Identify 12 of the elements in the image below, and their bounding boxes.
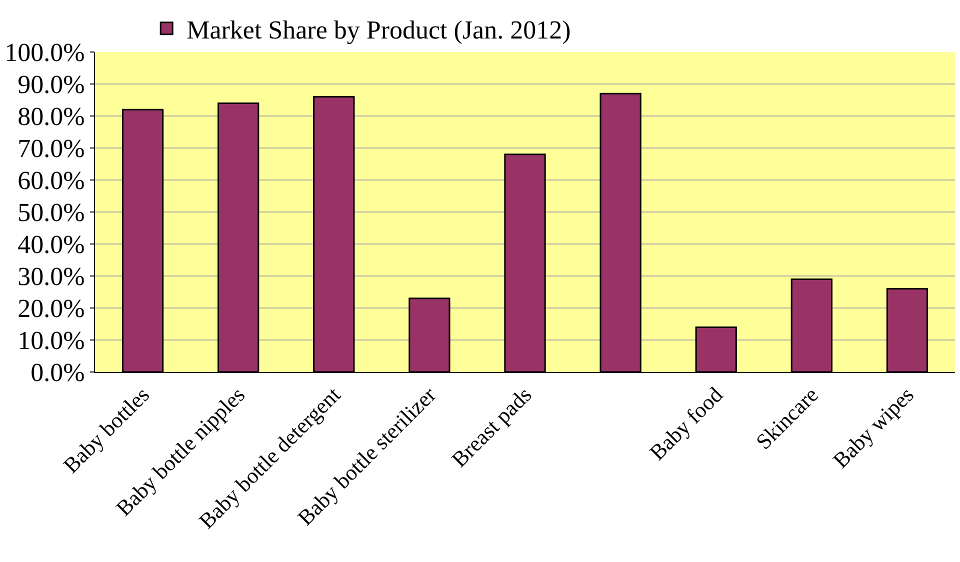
y-tick-label: 90.0% [18, 70, 85, 100]
y-tick-label: 70.0% [18, 134, 85, 164]
y-tick-label: 30.0% [18, 262, 85, 292]
y-tick-label: 60.0% [18, 166, 85, 196]
y-tick-label: 10.0% [18, 326, 85, 356]
y-tick-label: 100.0% [4, 38, 85, 68]
y-tick-label: 20.0% [18, 294, 85, 324]
y-tick-label: 50.0% [18, 198, 85, 228]
y-tick-label: 80.0% [18, 102, 85, 132]
y-tick-label: 40.0% [18, 230, 85, 260]
legend-label: Market Share by Product (Jan. 2012) [186, 16, 571, 45]
y-tick-label: 0.0% [30, 358, 85, 388]
